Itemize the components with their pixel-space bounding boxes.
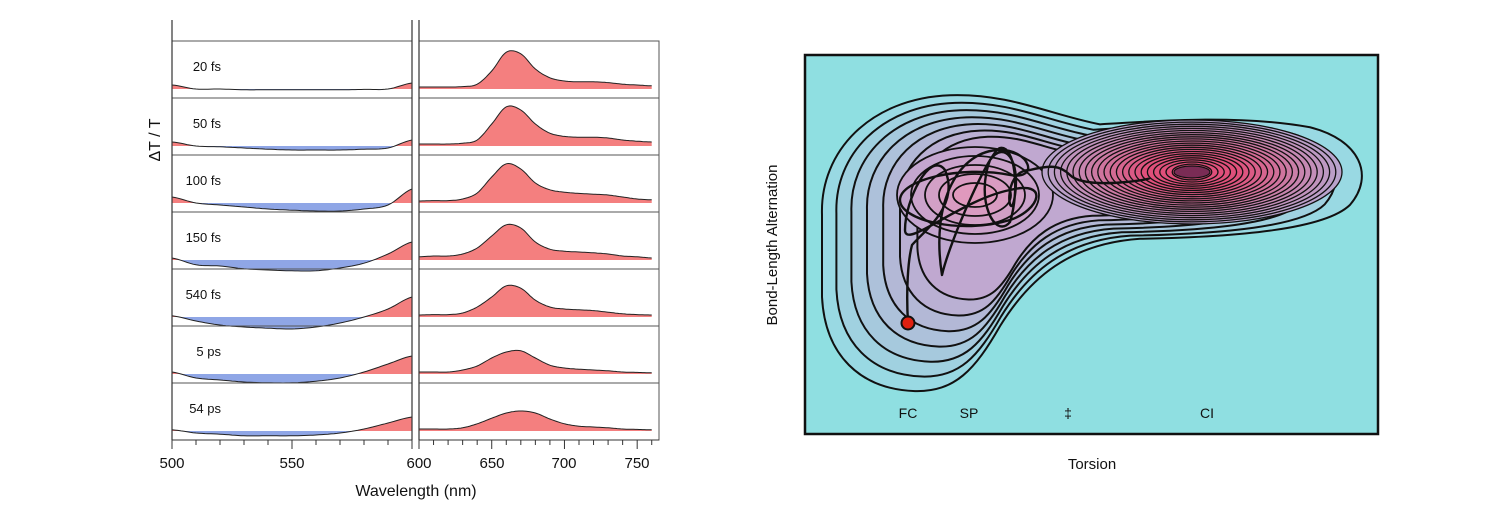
spectrum-line: [419, 105, 652, 145]
contour-plot: [805, 55, 1378, 434]
positive-fill: [419, 285, 652, 317]
spectrum-row: 100 fs: [171, 154, 660, 213]
delay-label: 540 fs: [186, 287, 222, 302]
delay-label: 50 fs: [193, 116, 222, 131]
panel-frame: [418, 211, 660, 270]
start-point-marker: [900, 315, 916, 331]
positive-fill: [172, 242, 412, 260]
x-tick-label: 600: [406, 455, 431, 472]
plot-frame: [803, 53, 1380, 436]
spectrum-line: [419, 349, 652, 374]
spectrum-line: [419, 162, 652, 202]
panel-frame: [418, 40, 660, 99]
panel-frame: [418, 382, 660, 441]
spectrum-row: 540 fs: [171, 268, 660, 330]
spectrum-line: [171, 82, 413, 91]
spectrum-row: 20 fs: [171, 40, 660, 99]
spectrum-row: 50 fs: [171, 97, 660, 156]
spectrum-line: [419, 50, 652, 88]
x-tick-label: 750: [624, 455, 649, 472]
point-label: ‡: [1064, 405, 1072, 421]
positive-fill: [172, 356, 412, 374]
positive-fill: [419, 350, 652, 374]
delay-label: 54 ps: [189, 401, 221, 416]
x-axis-label: Torsion: [1068, 456, 1116, 473]
spectrum-line: [171, 188, 413, 212]
x-tick-label: 650: [479, 455, 504, 472]
spectrum-line: [418, 223, 652, 259]
delay-label: 150 fs: [186, 230, 222, 245]
trajectory-line: [898, 146, 1152, 324]
x-tick-label: 550: [279, 455, 304, 472]
spectrum-row: 54 ps: [171, 382, 660, 441]
positive-fill: [172, 297, 412, 317]
negative-fill: [172, 146, 412, 151]
x-axis-label: Wavelength (nm): [355, 483, 476, 500]
x-tick-label: 700: [551, 455, 576, 472]
spectrum-line: [171, 296, 413, 330]
point-label: SP: [960, 405, 979, 421]
point-label: FC: [899, 405, 918, 421]
panel-frame: [418, 325, 660, 384]
spectrum-line: [171, 241, 413, 272]
point-label: CI: [1200, 405, 1214, 421]
delay-label: 100 fs: [186, 173, 222, 188]
negative-fill: [172, 260, 412, 271]
x-tick-label: 500: [159, 455, 184, 472]
positive-fill: [419, 50, 652, 89]
delay-label: 20 fs: [193, 59, 222, 74]
spectrum-line: [419, 284, 652, 316]
negative-fill: [172, 203, 412, 212]
positive-fill: [172, 417, 412, 431]
panel-frame: [418, 268, 660, 327]
contour-minimum: [1173, 165, 1211, 179]
spectrum-row: 150 fs: [171, 211, 660, 272]
y-axis-label: Bond-Length Alternation: [764, 165, 781, 326]
panel-frame: [418, 154, 660, 213]
positive-fill: [419, 411, 652, 431]
spectrum-line: [171, 139, 413, 151]
spectrum-line: [419, 410, 652, 431]
spectrum-row: 5 ps: [171, 325, 660, 384]
positive-fill: [419, 105, 652, 146]
spectrum-line: [171, 416, 413, 437]
delay-label: 5 ps: [196, 344, 221, 359]
y-axis-label: ΔT / T: [147, 118, 164, 161]
